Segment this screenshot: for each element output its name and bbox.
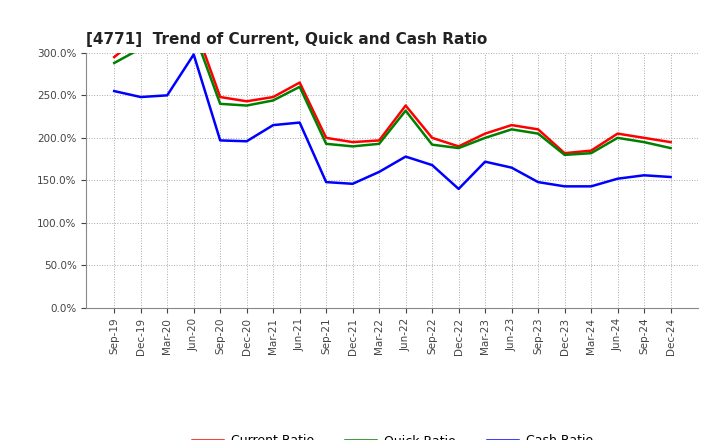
- Cash Ratio: [560, 184, 569, 189]
- Current Ratio: [613, 131, 622, 136]
- Cash Ratio: [587, 184, 595, 189]
- Cash Ratio: [110, 88, 119, 94]
- Quick Ratio: [428, 142, 436, 147]
- Cash Ratio: [216, 138, 225, 143]
- Cash Ratio: [454, 186, 463, 191]
- Current Ratio: [534, 127, 542, 132]
- Current Ratio: [560, 150, 569, 156]
- Current Ratio: [481, 131, 490, 136]
- Current Ratio: [428, 135, 436, 140]
- Current Ratio: [666, 139, 675, 145]
- Current Ratio: [375, 138, 384, 143]
- Current Ratio: [243, 99, 251, 104]
- Quick Ratio: [508, 127, 516, 132]
- Quick Ratio: [110, 60, 119, 66]
- Current Ratio: [216, 95, 225, 100]
- Quick Ratio: [560, 152, 569, 158]
- Current Ratio: [322, 135, 330, 140]
- Cash Ratio: [428, 162, 436, 168]
- Quick Ratio: [348, 144, 357, 149]
- Quick Ratio: [481, 135, 490, 140]
- Cash Ratio: [136, 95, 145, 100]
- Current Ratio: [348, 139, 357, 145]
- Quick Ratio: [189, 29, 198, 34]
- Cash Ratio: [375, 169, 384, 175]
- Current Ratio: [189, 20, 198, 26]
- Current Ratio: [640, 135, 649, 140]
- Cash Ratio: [640, 172, 649, 178]
- Quick Ratio: [136, 46, 145, 51]
- Cash Ratio: [269, 122, 277, 128]
- Quick Ratio: [613, 135, 622, 140]
- Legend: Current Ratio, Quick Ratio, Cash Ratio: Current Ratio, Quick Ratio, Cash Ratio: [187, 429, 598, 440]
- Current Ratio: [508, 122, 516, 128]
- Cash Ratio: [481, 159, 490, 164]
- Cash Ratio: [613, 176, 622, 181]
- Current Ratio: [110, 55, 119, 60]
- Quick Ratio: [322, 141, 330, 147]
- Quick Ratio: [295, 84, 304, 89]
- Quick Ratio: [163, 44, 171, 49]
- Cash Ratio: [163, 93, 171, 98]
- Current Ratio: [163, 37, 171, 43]
- Quick Ratio: [243, 103, 251, 108]
- Cash Ratio: [508, 165, 516, 170]
- Cash Ratio: [666, 174, 675, 180]
- Cash Ratio: [401, 154, 410, 159]
- Current Ratio: [587, 148, 595, 153]
- Cash Ratio: [189, 52, 198, 57]
- Quick Ratio: [401, 108, 410, 113]
- Current Ratio: [136, 33, 145, 38]
- Quick Ratio: [216, 101, 225, 106]
- Quick Ratio: [375, 141, 384, 147]
- Current Ratio: [454, 144, 463, 149]
- Cash Ratio: [534, 180, 542, 185]
- Line: Quick Ratio: Quick Ratio: [114, 32, 670, 155]
- Cash Ratio: [295, 120, 304, 125]
- Cash Ratio: [243, 139, 251, 144]
- Line: Cash Ratio: Cash Ratio: [114, 55, 670, 189]
- Current Ratio: [295, 80, 304, 85]
- Text: [4771]  Trend of Current, Quick and Cash Ratio: [4771] Trend of Current, Quick and Cash …: [86, 33, 487, 48]
- Cash Ratio: [348, 181, 357, 187]
- Quick Ratio: [454, 146, 463, 151]
- Current Ratio: [401, 103, 410, 108]
- Quick Ratio: [587, 150, 595, 156]
- Line: Current Ratio: Current Ratio: [114, 23, 670, 153]
- Quick Ratio: [269, 98, 277, 103]
- Quick Ratio: [666, 146, 675, 151]
- Quick Ratio: [534, 131, 542, 136]
- Current Ratio: [269, 95, 277, 100]
- Quick Ratio: [640, 139, 649, 145]
- Cash Ratio: [322, 180, 330, 185]
